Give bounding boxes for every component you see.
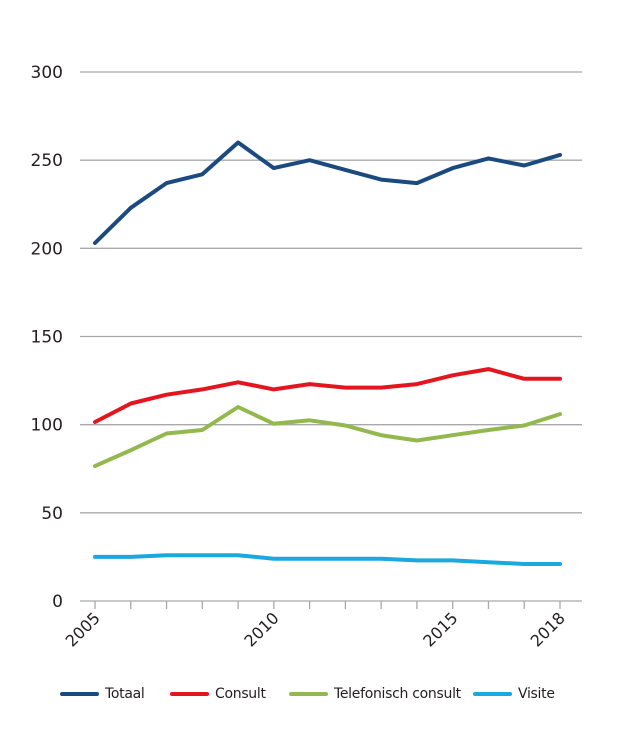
y-tick-label: 100 [31, 416, 63, 436]
line-chart: 0 50 100 150 200 250 300 2005 2010 2015 2018 [31, 63, 582, 651]
series-line-visite [93, 553, 562, 566]
legend-label: Telefonisch consult [334, 686, 461, 702]
series-line-consult [93, 367, 562, 424]
legend-label: Visite [518, 686, 555, 702]
legend-item-telefonisch-consult: Telefonisch consult [289, 683, 461, 705]
y-tick-label: 150 [31, 328, 63, 348]
gridlines [80, 71, 582, 602]
y-tick-label: 300 [31, 63, 63, 83]
x-tick-label: 2018 [527, 608, 569, 650]
y-tick-label: 200 [31, 239, 63, 259]
x-tick-label: 2015 [419, 608, 461, 650]
y-axis-tick-labels: 0 50 100 150 200 250 300 [31, 63, 63, 612]
series-line-totaal [93, 140, 562, 245]
y-tick-label: 50 [41, 504, 63, 524]
legend-swatch-visite [473, 692, 512, 696]
legend-swatch-totaal [60, 692, 99, 696]
y-tick-label: 0 [52, 592, 63, 612]
series-line-telefonisch-consult [93, 405, 562, 469]
x-tick-label: 2010 [240, 608, 282, 650]
legend-label: Totaal [105, 686, 145, 702]
y-tick-label: 250 [31, 151, 63, 171]
legend-item-consult: Consult [170, 683, 266, 705]
legend-item-visite: Visite [473, 683, 555, 705]
legend-label: Consult [215, 686, 266, 702]
legend-swatch-telefonisch-consult [289, 692, 328, 696]
series-lines [93, 140, 562, 566]
legend: Totaal Consult Telefonisch consult Visit… [60, 683, 600, 705]
x-tick-label: 2005 [62, 608, 104, 650]
legend-swatch-consult [170, 692, 209, 696]
legend-item-totaal: Totaal [60, 683, 145, 705]
x-axis: 2005 2010 2015 2018 [62, 601, 569, 651]
